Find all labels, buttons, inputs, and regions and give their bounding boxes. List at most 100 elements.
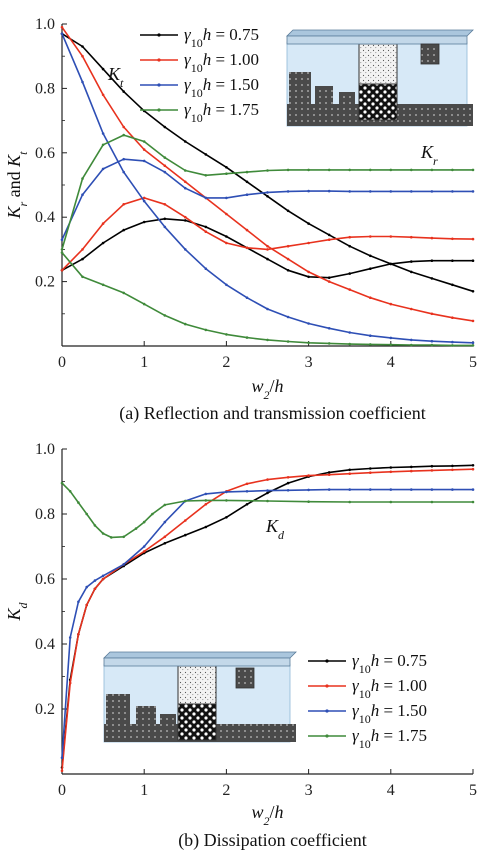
- data-point: [451, 340, 454, 344]
- data-point: [348, 468, 352, 472]
- data-point: [266, 307, 269, 311]
- data-point: [389, 343, 393, 347]
- data-point: [101, 574, 105, 578]
- data-point: [77, 501, 80, 504]
- x-tick-label: 4: [387, 782, 395, 799]
- x-tick-label: 3: [305, 354, 313, 371]
- data-point: [410, 260, 413, 263]
- y-tick-label: 1.0: [35, 441, 55, 458]
- legend-marker-1: [157, 58, 161, 62]
- data-point: [348, 342, 352, 346]
- data-point: [204, 499, 208, 502]
- data-point: [327, 488, 331, 491]
- data-point: [60, 269, 64, 272]
- data-point: [163, 503, 167, 507]
- data-point: [204, 267, 208, 271]
- data-point: [369, 296, 372, 300]
- data-point: [307, 322, 310, 325]
- data-point: [184, 140, 187, 143]
- data-point: [389, 488, 393, 491]
- data-point: [327, 168, 331, 172]
- data-point: [451, 468, 454, 472]
- data-point: [410, 343, 413, 347]
- data-point: [81, 80, 84, 84]
- data-point: [451, 488, 454, 491]
- y-tick-label: 0.8: [35, 506, 55, 523]
- data-point: [163, 156, 167, 159]
- data-point: [410, 190, 413, 193]
- data-point: [307, 500, 310, 504]
- data-point: [471, 319, 475, 323]
- data-point: [389, 466, 393, 469]
- schematic-inset-b: [103, 651, 297, 743]
- data-point: [389, 336, 393, 340]
- data-point: [60, 481, 64, 485]
- data-point: [81, 257, 84, 261]
- legend-label-1: γ10h = 1.00: [352, 676, 427, 701]
- data-point: [369, 267, 372, 271]
- data-point: [286, 481, 290, 485]
- data-point: [471, 237, 475, 241]
- data-point: [410, 338, 413, 342]
- data-point: [327, 233, 331, 237]
- data-point: [348, 190, 352, 193]
- data-point: [60, 32, 64, 35]
- data-point: [266, 169, 269, 172]
- data-point: [348, 168, 352, 172]
- data-point: [81, 177, 84, 180]
- chart-caption: (a) Reflection and transmission coeffici…: [119, 403, 426, 424]
- data-point: [225, 241, 228, 245]
- data-point: [184, 248, 187, 251]
- chart-caption: (b) Dissipation coefficient: [178, 830, 367, 851]
- data-point: [410, 168, 413, 172]
- data-point: [142, 196, 146, 200]
- data-point: [184, 186, 187, 190]
- legend-label-3: γ10h = 1.75: [184, 100, 259, 125]
- data-point: [471, 290, 475, 293]
- data-point: [81, 193, 84, 196]
- data-point: [184, 180, 187, 184]
- data-point: [430, 236, 434, 240]
- data-point: [451, 464, 454, 468]
- legend-label-0: γ10h = 0.75: [352, 651, 427, 676]
- data-point: [430, 190, 434, 193]
- data-point: [142, 220, 146, 224]
- data-point: [225, 283, 228, 287]
- legend-marker-2: [157, 83, 161, 87]
- data-point: [184, 519, 187, 522]
- data-point: [122, 535, 125, 539]
- data-point: [163, 164, 167, 167]
- data-point: [286, 257, 290, 261]
- series-line-kd-1: [61, 468, 474, 771]
- x-tick-label: 1: [140, 782, 148, 799]
- y-tick-label: 0.6: [35, 145, 55, 162]
- data-point: [101, 283, 105, 287]
- data-point: [471, 467, 475, 471]
- data-point: [348, 488, 352, 491]
- data-point: [327, 473, 331, 477]
- data-point: [389, 262, 393, 266]
- data-point: [81, 248, 84, 251]
- data-point: [142, 148, 146, 151]
- data-point: [101, 67, 105, 71]
- data-point: [68, 636, 72, 639]
- data-point: [348, 500, 352, 504]
- data-point: [307, 474, 310, 477]
- y-tick-label: 0.2: [35, 701, 55, 718]
- data-point: [204, 503, 208, 506]
- data-point: [266, 478, 269, 481]
- data-point: [101, 167, 105, 171]
- data-point: [266, 489, 269, 492]
- data-point: [142, 302, 146, 306]
- data-point: [93, 524, 97, 527]
- data-point: [369, 467, 372, 470]
- data-point: [451, 344, 454, 347]
- data-point: [184, 215, 187, 219]
- data-point: [286, 244, 290, 248]
- data-point: [327, 342, 331, 345]
- data-point: [348, 244, 352, 248]
- data-point: [451, 283, 454, 287]
- data-point: [348, 288, 352, 291]
- data-point: [225, 499, 228, 502]
